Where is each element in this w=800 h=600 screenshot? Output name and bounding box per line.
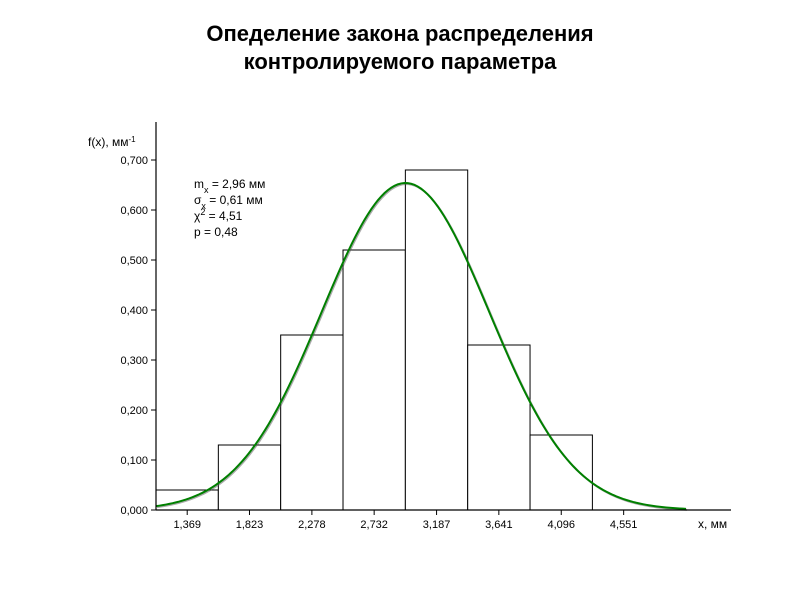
x-tick-label: 4,096 [547,519,575,531]
y-tick-label: 0,300 [120,355,148,367]
y-tick-label: 0,000 [120,505,148,517]
histogram-bar [343,250,405,510]
y-tick-label: 0,500 [120,255,148,267]
histogram-bar [530,435,592,510]
x-tick-label: 1,823 [236,519,264,531]
page-title: Опеделение закона распределения контроли… [0,20,800,75]
x-tick-label: 1,369 [173,519,201,531]
y-tick-label: 0,100 [120,455,148,467]
stats-line: χ2 = 4,51 [194,207,243,223]
stats-annotation: mx = 2,96 ммσx = 0,61 ммχ2 = 4,51p = 0,4… [194,177,265,239]
histogram-bar [468,345,530,510]
x-tick-label: 2,732 [360,519,388,531]
chart-svg: 0,000 0,100 0,200 0,300 0,400 0,500 0,600 0,700… [46,110,756,570]
y-tick-label: 0,400 [120,305,148,317]
stats-line: p = 0,48 [194,225,238,239]
y-tick-label: 0,200 [120,405,148,417]
x-tick-label: 3,641 [485,519,513,531]
y-tick-label: 0,600 [120,205,148,217]
x-tick-label: 4,551 [610,519,638,531]
x-axis-label: х, мм [698,517,727,531]
histogram-bar [405,170,467,510]
title-line2: контролируемого параметра [244,49,557,74]
histogram-bar [281,335,343,510]
title-line1: Опеделение закона распределения [206,21,593,46]
x-tick-label: 3,187 [423,519,451,531]
distribution-chart: 0,000 0,100 0,200 0,300 0,400 0,500 0,600 0,700… [46,110,756,570]
y-tick-label: 0,700 [120,155,148,167]
y-axis-label: f(x), мм-1 [88,135,136,150]
x-tick-label: 2,278 [298,519,326,531]
